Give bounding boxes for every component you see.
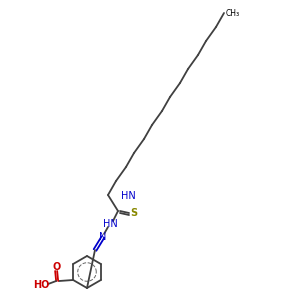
Text: CH₃: CH₃ xyxy=(226,8,240,17)
Text: HN: HN xyxy=(121,191,135,201)
Text: HO: HO xyxy=(33,280,49,290)
Text: S: S xyxy=(130,208,138,218)
Text: HN: HN xyxy=(103,219,117,229)
Text: N: N xyxy=(99,232,107,242)
Text: O: O xyxy=(52,262,60,272)
